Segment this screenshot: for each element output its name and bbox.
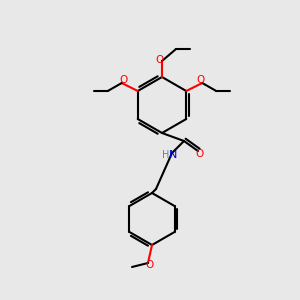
- Text: O: O: [196, 149, 204, 159]
- Text: N: N: [169, 150, 177, 160]
- Text: O: O: [196, 75, 204, 85]
- Text: O: O: [120, 75, 128, 85]
- Text: H: H: [162, 150, 170, 160]
- Text: O: O: [146, 260, 154, 270]
- Text: O: O: [156, 55, 164, 65]
